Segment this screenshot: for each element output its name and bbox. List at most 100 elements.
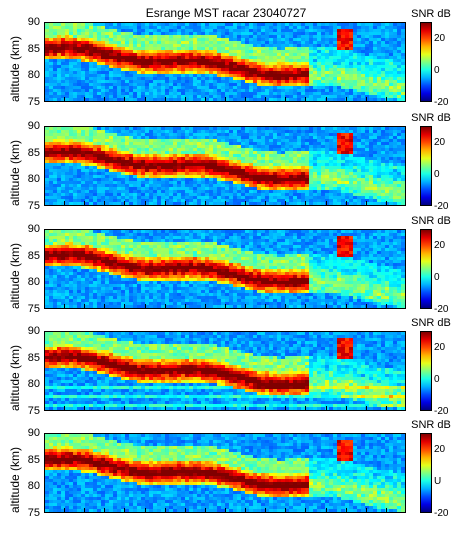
heatmap-cell [81,205,85,206]
heatmap-cell [317,89,321,92]
heatmap-cell [233,172,237,175]
heatmap-cell [381,77,385,80]
heatmap-cell [121,154,125,157]
heatmap-cell [77,154,81,157]
heatmap-cell [153,199,157,202]
heatmap-cell [129,41,133,44]
heatmap-cell [237,187,241,190]
heatmap-cell [357,41,361,44]
heatmap-cell [53,169,57,172]
heatmap-cell [57,68,61,71]
heatmap-cell [229,74,233,77]
heatmap-cell [237,178,241,181]
heatmap-cell [193,71,197,74]
heatmap-cell [369,133,373,136]
heatmap-cell [297,32,301,35]
heatmap-cell [65,175,69,178]
heatmap-cell [401,133,405,136]
heatmap-cell [389,133,393,136]
heatmap-cell [373,196,377,199]
heatmap-cell [209,74,213,77]
heatmap-cell [349,193,353,196]
heatmap-cell [201,157,205,160]
heatmap-cell [185,47,189,50]
heatmap-cell [205,205,209,206]
heatmap-cell [353,190,357,193]
heatmap-cell [161,187,165,190]
heatmap-cell [269,187,273,190]
heatmap-cell [97,50,101,53]
heatmap-cell [113,133,117,136]
heatmap-cell [45,266,49,269]
heatmap-cell [345,172,349,175]
heatmap-cell [89,130,93,133]
heatmap-cell [361,23,365,26]
heatmap-cell [321,133,325,136]
heatmap-cell [265,166,269,169]
heatmap-cell [177,148,181,151]
heatmap-cell [93,151,97,154]
heatmap-cell [257,181,261,184]
heatmap-cell [225,74,229,77]
heatmap-cell [173,41,177,44]
heatmap-cell [249,178,253,181]
heatmap-cell [217,74,221,77]
heatmap-cell [349,181,353,184]
heatmap-cell [301,154,305,157]
heatmap-cell [49,89,53,92]
heatmap-cell [117,86,121,89]
heatmap-cell [205,133,209,136]
heatmap-cell [297,133,301,136]
heatmap-cell [317,98,321,101]
heatmap-cell [373,65,377,68]
heatmap-cell [89,166,93,169]
heatmap-cell [305,80,309,83]
heatmap-cell [337,157,341,160]
heatmap-cell [57,89,61,92]
heatmap-cell [329,26,333,29]
heatmap-cell [305,187,309,190]
heatmap-cell [257,199,261,202]
heatmap-cell [293,166,297,169]
heatmap-cell [69,83,73,86]
heatmap-cell [205,74,209,77]
heatmap-cell [397,98,401,101]
heatmap-cell [189,89,193,92]
heatmap-cell [197,202,201,205]
heatmap-cell [293,44,297,47]
heatmap-cell [269,77,273,80]
heatmap-cell [97,154,101,157]
heatmap-cell [353,175,357,178]
heatmap-cell [289,139,293,142]
heatmap-cell [241,47,245,50]
heatmap-cell [213,178,217,181]
heatmap-cell [125,193,129,196]
heatmap-cell [281,157,285,160]
heatmap-cell [385,145,389,148]
heatmap-cell [361,196,365,199]
heatmap-cell [261,29,265,32]
heatmap-cell [57,80,61,83]
heatmap-cell [393,202,397,205]
heatmap-cell [45,260,49,263]
heatmap-cell [253,62,257,65]
heatmap-cell [101,136,105,139]
heatmap-cell [313,184,317,187]
heatmap-cell [93,145,97,148]
heatmap-cell [205,44,209,47]
heatmap-cell [377,157,381,160]
heatmap-cell [61,98,65,101]
heatmap-cell [265,38,269,41]
heatmap-cell [337,86,341,89]
heatmap-cell [321,44,325,47]
heatmap-cell [393,59,397,62]
heatmap-cell [321,130,325,133]
heatmap-cell [305,157,309,160]
heatmap-cell [65,101,69,102]
heatmap-cell [109,130,113,133]
heatmap-cell [189,50,193,53]
heatmap-cell [333,148,337,151]
heatmap-cell [97,71,101,74]
heatmap-cell [297,50,301,53]
heatmap-cell [149,142,153,145]
